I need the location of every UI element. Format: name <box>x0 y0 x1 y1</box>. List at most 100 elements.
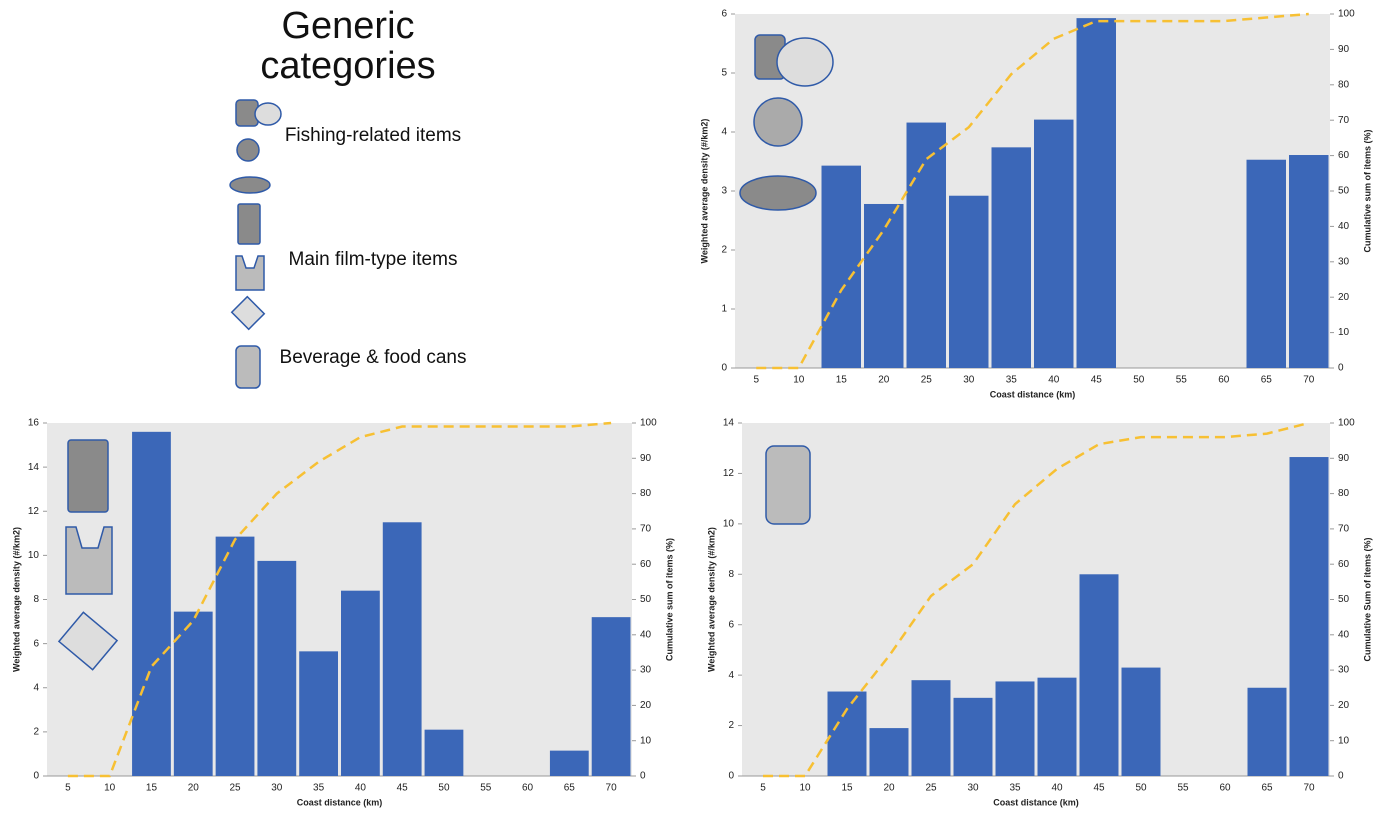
y2-tick-label: 70 <box>1338 524 1350 535</box>
y-tick-label: 6 <box>721 9 727 20</box>
y2-tick-label: 60 <box>1338 150 1350 161</box>
bar <box>591 617 631 776</box>
x-tick-label: 40 <box>355 783 367 794</box>
icon-trap <box>753 97 803 147</box>
x-tick-label: 25 <box>921 375 933 386</box>
bar <box>949 195 989 368</box>
x-tick-label: 70 <box>606 783 618 794</box>
y2-tick-label: 30 <box>640 665 652 676</box>
y2-tick-label: 50 <box>1338 186 1350 197</box>
y-tick-label: 8 <box>33 594 39 605</box>
x-tick-label: 50 <box>1133 375 1145 386</box>
y-tick-label: 6 <box>33 638 39 649</box>
y-tick-label: 14 <box>28 462 40 473</box>
bar <box>953 697 993 776</box>
category-label: Main film-type items <box>288 249 458 270</box>
bar <box>869 728 909 776</box>
y-tick-label: 5 <box>721 68 727 79</box>
y2-tick-label: 90 <box>1338 44 1350 55</box>
x-axis-title: Coast distance (km) <box>993 797 1079 807</box>
x-tick-label: 55 <box>1177 783 1189 794</box>
bar <box>1079 574 1119 776</box>
y2-tick-label: 60 <box>1338 559 1350 570</box>
x-tick-label: 25 <box>229 783 241 794</box>
x-tick-label: 10 <box>104 783 116 794</box>
y-tick-label: 4 <box>721 127 727 138</box>
y-tick-label: 1 <box>721 304 727 315</box>
y-tick-label: 2 <box>728 720 734 731</box>
y2-tick-label: 40 <box>1338 629 1350 640</box>
x-tick-label: 15 <box>836 375 848 386</box>
y2-tick-label: 20 <box>640 700 652 711</box>
y-tick-label: 6 <box>728 619 734 630</box>
x-tick-label: 55 <box>1176 375 1188 386</box>
y2-tick-label: 0 <box>640 771 646 782</box>
bar <box>1289 457 1329 776</box>
y-tick-label: 8 <box>728 569 734 580</box>
x-tick-label: 10 <box>799 783 811 794</box>
y2-tick-label: 40 <box>1338 221 1350 232</box>
y2-axis-title: Cumulative Sum of items (%) <box>1362 537 1372 661</box>
y2-tick-label: 10 <box>640 735 652 746</box>
x-tick-label: 70 <box>1303 783 1315 794</box>
icon-rope <box>739 175 817 211</box>
x-tick-label: 65 <box>564 783 576 794</box>
y2-tick-label: 100 <box>640 418 657 429</box>
y-tick-label: 12 <box>28 506 40 517</box>
y2-tick-label: 70 <box>1338 115 1350 126</box>
x-axis-title: Coast distance (km) <box>990 389 1076 399</box>
x-tick-label: 35 <box>1009 783 1021 794</box>
x-tick-label: 20 <box>188 783 200 794</box>
bar <box>215 536 255 776</box>
y-tick-label: 2 <box>721 245 727 256</box>
y2-axis-title: Cumulative sum of items (%) <box>1362 129 1372 252</box>
y2-tick-label: 90 <box>1338 453 1350 464</box>
x-tick-label: 10 <box>793 375 805 386</box>
bar <box>1289 155 1329 368</box>
x-tick-label: 30 <box>963 375 975 386</box>
cumulative-line <box>67 421 612 778</box>
bar <box>424 729 464 776</box>
icon-can <box>235 345 261 389</box>
y-tick-label: 2 <box>33 727 39 738</box>
x-tick-label: 35 <box>313 783 325 794</box>
x-tick-label: 5 <box>65 783 71 794</box>
x-tick-label: 15 <box>146 783 158 794</box>
x-tick-label: 60 <box>522 783 534 794</box>
x-tick-label: 30 <box>271 783 283 794</box>
x-tick-label: 15 <box>841 783 853 794</box>
category-label: Beverage & food cans <box>279 347 467 368</box>
icon-chips <box>67 439 109 513</box>
panel-title: Generic categories <box>260 5 436 87</box>
x-tick-label: 5 <box>753 375 759 386</box>
bar <box>1037 677 1077 776</box>
x-tick-label: 60 <box>1219 783 1231 794</box>
icons <box>57 34 834 671</box>
y2-tick-label: 80 <box>640 488 652 499</box>
icon-chips <box>237 203 261 245</box>
x-tick-label: 40 <box>1051 783 1063 794</box>
icon-film <box>57 611 119 671</box>
icon-bag <box>65 526 113 595</box>
bar <box>382 522 422 776</box>
y2-tick-label: 0 <box>1338 771 1344 782</box>
y2-tick-label: 100 <box>1338 418 1355 429</box>
bar <box>1247 687 1287 776</box>
y-axis-title: Weighted average density (#/km2) <box>699 119 709 264</box>
x-tick-label: 20 <box>883 783 895 794</box>
chart: 0 2 4 6 8 10 12 14 16 0 10 20 30 40 50 60 70 80 90 100 5 10 15… <box>11 418 674 808</box>
bar <box>827 691 867 776</box>
x-tick-label: 70 <box>1303 375 1315 386</box>
icon-film <box>230 295 266 331</box>
y2-tick-label: 90 <box>640 453 652 464</box>
bar <box>549 750 589 776</box>
bar <box>821 165 861 368</box>
y-tick-label: 10 <box>28 550 40 561</box>
x-tick-label: 65 <box>1261 783 1273 794</box>
y2-tick-label: 10 <box>1338 735 1350 746</box>
y-tick-label: 4 <box>33 682 39 693</box>
y-tick-label: 10 <box>723 518 735 529</box>
bar <box>864 203 904 368</box>
